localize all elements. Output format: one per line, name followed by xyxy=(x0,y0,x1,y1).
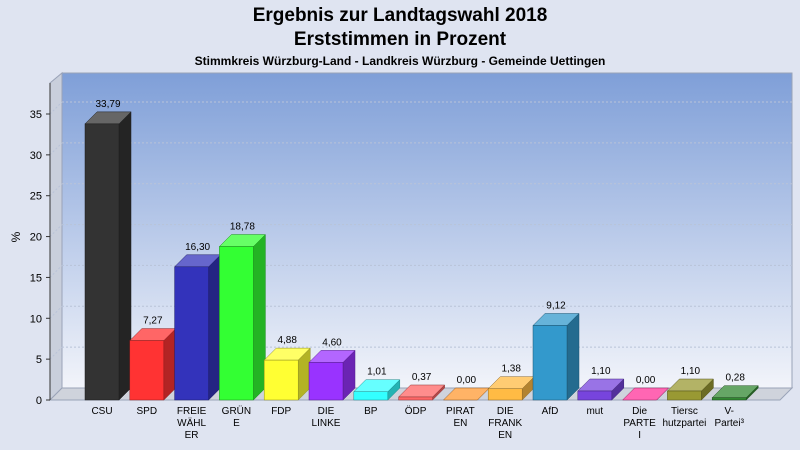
data-label: 18,78 xyxy=(230,222,255,233)
chart-title: Ergebnis zur Landtagswahl 2018 xyxy=(252,5,548,26)
bar-front xyxy=(263,359,299,401)
x-tick-label: LINKE xyxy=(312,418,341,429)
x-tick-label: EN xyxy=(453,418,467,429)
bar-front xyxy=(487,388,523,401)
bar xyxy=(487,376,535,401)
bar-front xyxy=(84,123,120,401)
bar-front xyxy=(577,390,613,401)
chart-title-line-2: Erststimmen in Prozent xyxy=(293,29,507,50)
x-tick-label: FRANK xyxy=(488,418,522,429)
bar-front xyxy=(532,325,568,401)
bar xyxy=(353,379,401,401)
data-label: 1,01 xyxy=(367,367,387,378)
bar-front xyxy=(711,397,747,401)
gridline-wall xyxy=(49,305,63,319)
y-tick-label: 20 xyxy=(30,232,42,244)
bar-side xyxy=(253,233,266,401)
x-tick-label: FREIE xyxy=(177,406,207,417)
x-tick-label: EN xyxy=(498,430,512,441)
gridline-wall xyxy=(49,101,63,115)
x-tick-label: mut xyxy=(586,406,603,417)
y-tick-label: 5 xyxy=(36,354,42,366)
x-tick-label: DIE xyxy=(318,406,335,417)
bar xyxy=(532,312,580,401)
x-tick-label: PARTE xyxy=(623,418,656,429)
data-label: 7,27 xyxy=(143,316,163,327)
bar xyxy=(308,349,356,401)
x-tick-label: Tiersc xyxy=(671,406,698,417)
gridline-wall xyxy=(49,346,63,360)
data-label: 1,38 xyxy=(501,364,521,375)
chart-subtitle: Stimmkreis Würzburg-Land - Landkreis Wür… xyxy=(194,54,606,68)
data-label: 0,00 xyxy=(457,375,477,386)
y-tick-label: 0 xyxy=(36,395,42,407)
data-label: 0,28 xyxy=(725,373,745,384)
bar-front xyxy=(353,391,389,401)
bar xyxy=(397,384,446,401)
bar xyxy=(666,378,715,401)
bar xyxy=(711,385,759,401)
x-tick-label: PIRAT xyxy=(446,406,475,417)
bar xyxy=(577,378,625,401)
gridline-wall xyxy=(49,224,63,237)
x-tick-label: ER xyxy=(185,430,199,441)
gridline-wall xyxy=(49,142,63,156)
y-tick-label: 25 xyxy=(30,191,42,203)
bar xyxy=(218,233,267,401)
bar-front xyxy=(174,266,209,401)
bar xyxy=(84,111,132,401)
x-tick-label: DIE xyxy=(497,406,514,417)
plot-left-wall xyxy=(49,71,63,402)
x-tick-label: ÖDP xyxy=(405,405,427,417)
x-tick-label: Partei³ xyxy=(714,418,744,429)
y-tick-label: 15 xyxy=(30,272,42,284)
y-axis-label: % xyxy=(9,231,23,242)
data-label: 1,10 xyxy=(681,366,701,377)
bar xyxy=(621,387,670,401)
bar-front xyxy=(308,362,344,401)
bar xyxy=(263,347,311,401)
bar-side xyxy=(208,254,221,401)
y-tick-label: 10 xyxy=(30,313,42,325)
y-tick-label: 35 xyxy=(30,109,42,121)
data-label: 0,00 xyxy=(636,375,656,386)
x-tick-label: BP xyxy=(364,406,378,417)
data-label: 9,12 xyxy=(546,300,566,311)
data-label: 1,10 xyxy=(591,366,611,377)
bar-front xyxy=(667,390,702,401)
x-tick-label: FDP xyxy=(271,406,291,417)
data-label: 4,60 xyxy=(322,337,342,348)
x-tick-label: SPD xyxy=(137,406,158,417)
bar xyxy=(173,254,222,401)
x-tick-label: AfD xyxy=(542,406,559,417)
data-label: 33,79 xyxy=(95,99,120,110)
bar-front xyxy=(129,340,165,401)
gridline-wall xyxy=(49,183,63,197)
bar xyxy=(129,327,177,401)
bar-top xyxy=(621,387,670,401)
gridline-wall xyxy=(49,265,63,278)
x-tick-label: WÄHL xyxy=(177,417,206,429)
x-tick-label: V- xyxy=(724,406,733,417)
data-label: 0,37 xyxy=(412,372,432,383)
bar-side xyxy=(566,312,580,401)
x-tick-label: Die xyxy=(632,406,647,417)
x-tick-label: hutzpartei xyxy=(662,418,706,429)
data-label: 16,30 xyxy=(185,242,210,253)
x-tick-label: E xyxy=(233,418,240,429)
x-tick-label: I xyxy=(638,430,641,441)
bar-front xyxy=(398,396,433,401)
x-tick-label: CSU xyxy=(91,406,112,417)
bar-side xyxy=(163,327,177,401)
data-label: 4,88 xyxy=(277,335,297,346)
y-tick-label: 30 xyxy=(30,150,42,162)
x-tick-label: GRÜN xyxy=(222,405,251,417)
bar-front xyxy=(219,246,254,401)
bar-side xyxy=(118,111,132,401)
